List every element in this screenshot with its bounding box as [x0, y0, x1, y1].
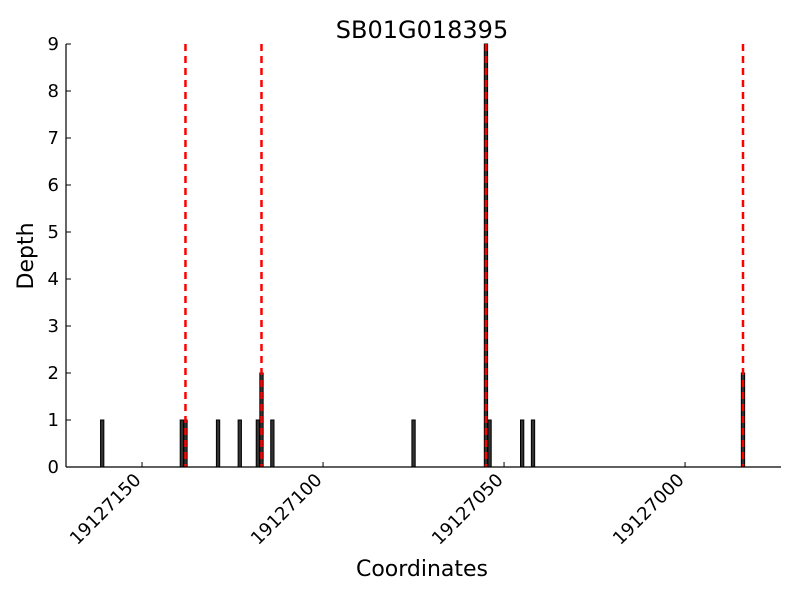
y-tick-label: 0 [48, 457, 59, 478]
x-axis-label: Coordinates [356, 557, 488, 582]
bar [411, 419, 416, 468]
bar [270, 419, 275, 468]
axes-layer: 0 1 2 3 4 5 6 7 8 9 19127150 19127100 19127050 191270… [48, 34, 781, 549]
y-tick-label: 9 [48, 34, 59, 55]
y-axis-label: Depth [14, 222, 39, 289]
y-tick-label: 2 [48, 363, 59, 384]
y-tick-label: 3 [48, 316, 59, 337]
bar [530, 419, 536, 468]
bar [520, 419, 525, 468]
bar [179, 419, 184, 468]
bar [100, 419, 105, 468]
y-tick-label: 1 [48, 410, 59, 431]
y-tick-label: 5 [48, 222, 59, 243]
x-tick-label: 19127100 [247, 470, 327, 550]
bars-layer [100, 43, 746, 468]
y-tick-label: 6 [48, 175, 59, 196]
bar [487, 419, 492, 468]
x-tick-label: 19127150 [66, 470, 146, 550]
y-tick-label: 8 [48, 81, 59, 102]
vlines-layer [184, 44, 745, 467]
y-tick-label: 4 [48, 269, 59, 290]
x-tick-label: 19127000 [609, 470, 689, 550]
bar [215, 419, 221, 468]
x-tick-label: 19127050 [428, 470, 508, 550]
chart-title: SB01G018395 [336, 16, 508, 44]
bar [237, 419, 242, 468]
y-tick-label: 7 [48, 128, 59, 149]
bar [255, 419, 261, 468]
